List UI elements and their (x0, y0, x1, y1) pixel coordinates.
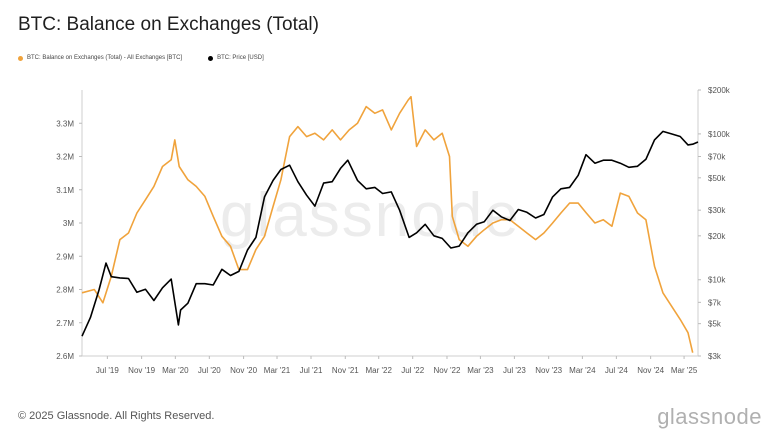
x-tick-label: Nov '19 (128, 366, 155, 375)
copyright-text: © 2025 Glassnode. All Rights Reserved. (18, 410, 215, 422)
x-tick-label: Mar '21 (264, 366, 291, 375)
legend-label-price: BTC: Price [USD] (217, 55, 264, 61)
y-left-tick-label: 3.2M (56, 153, 74, 162)
x-tick-label: Jul '20 (198, 366, 221, 375)
x-tick-label: Nov '24 (637, 366, 664, 375)
y-right-tick-label: $3k (708, 352, 722, 361)
x-tick-label: Mar '20 (162, 366, 189, 375)
x-tick-label: Jul '23 (503, 366, 526, 375)
x-tick-label: Nov '22 (434, 366, 461, 375)
y-right-tick-label: $20k (708, 232, 726, 241)
legend: BTC: Balance on Exchanges (Total) - All … (18, 55, 264, 61)
y-left-tick-label: 2.9M (56, 252, 74, 261)
x-tick-label: Mar '23 (467, 366, 494, 375)
y-left-tick-label: 2.8M (56, 286, 74, 295)
x-tick-label: Nov '21 (332, 366, 359, 375)
y-right-tick-label: $7k (708, 298, 722, 307)
y-left-tick-label: 3M (63, 219, 74, 228)
legend-label-balance: BTC: Balance on Exchanges (Total) - All … (27, 55, 183, 61)
y-left-tick-label: 2.7M (56, 319, 74, 328)
legend-swatch-price (208, 55, 214, 61)
y-right-tick-label: $70k (708, 152, 726, 161)
y-right-tick-label: $10k (708, 276, 726, 285)
x-tick-label: Jul '21 (300, 366, 323, 375)
brand-logo: glassnode (657, 404, 762, 429)
x-tick-label: Jul '24 (605, 366, 628, 375)
y-left-tick-label: 3.1M (56, 186, 74, 195)
series-line-price (81, 130, 699, 337)
legend-item-price[interactable]: BTC: Price [USD] (208, 55, 264, 61)
y-left-tick-label: 2.6M (56, 352, 74, 361)
x-tick-label: Nov '20 (230, 366, 257, 375)
y-right-tick-label: $5k (708, 320, 722, 329)
y-right-tick-label: $50k (708, 174, 726, 183)
y-right-tick-label: $30k (708, 206, 726, 215)
legend-item-balance[interactable]: BTC: Balance on Exchanges (Total) - All … (18, 55, 182, 61)
y-left-tick-label: 3.3M (56, 119, 74, 128)
x-tick-label: Mar '24 (569, 366, 596, 375)
y-right-tick-label: $200k (708, 86, 731, 95)
series-line-balance (81, 95, 694, 353)
x-tick-label: Mar '25 (671, 366, 698, 375)
x-tick-label: Jul '22 (401, 366, 424, 375)
x-tick-label: Nov '23 (535, 366, 562, 375)
x-tick-label: Jul '19 (96, 366, 119, 375)
legend-swatch-balance (18, 55, 23, 61)
chart-title: BTC: Balance on Exchanges (Total) (18, 14, 319, 35)
y-right-tick-label: $100k (708, 130, 731, 139)
x-tick-label: Mar '22 (365, 366, 392, 375)
